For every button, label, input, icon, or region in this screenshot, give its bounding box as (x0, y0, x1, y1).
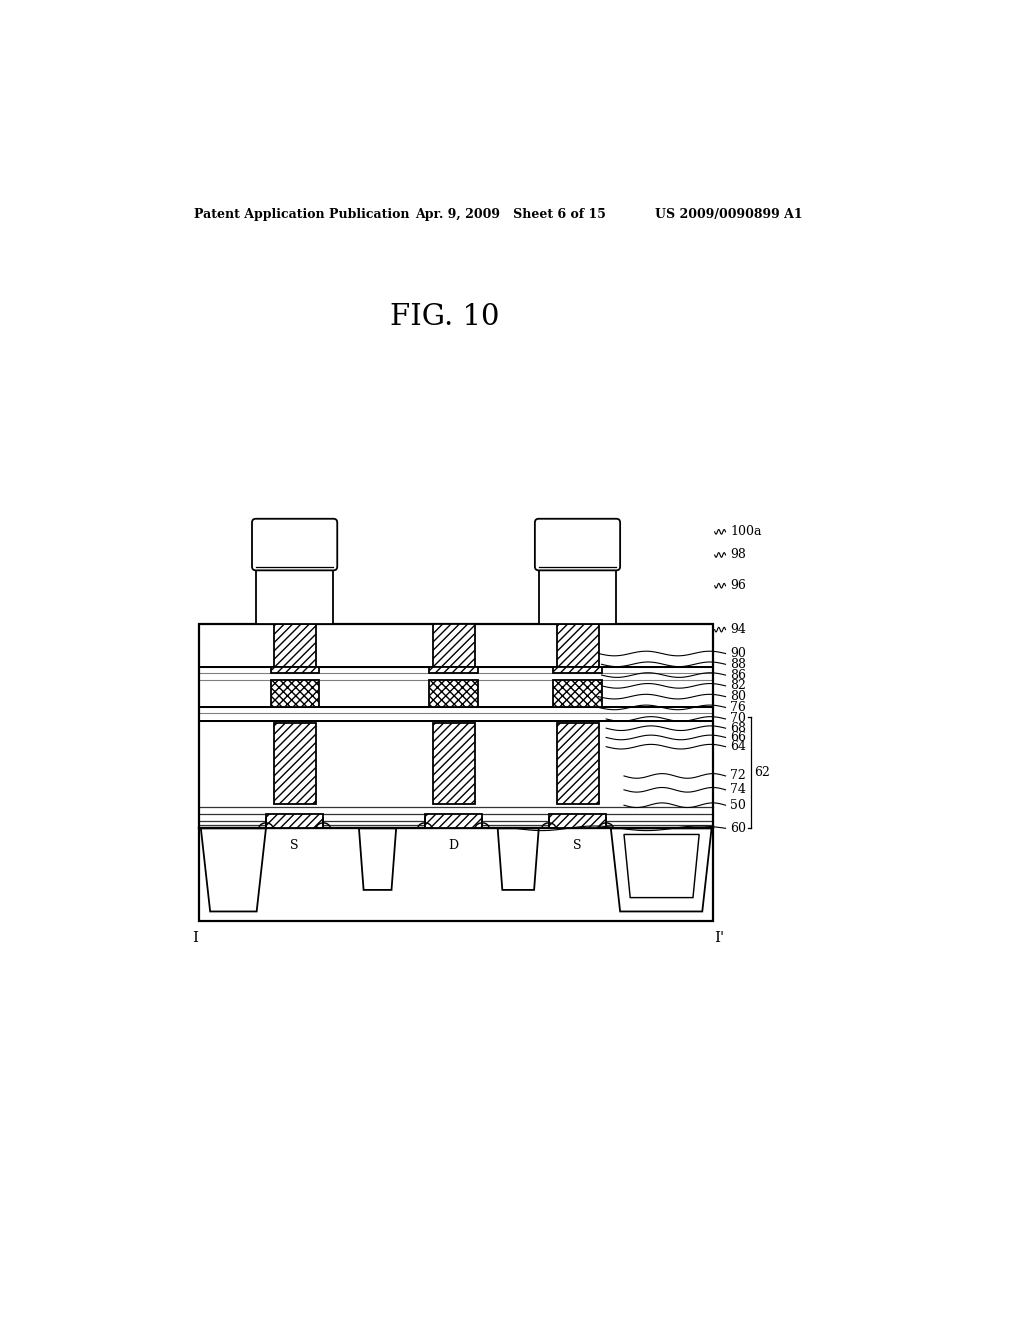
Text: I: I (193, 931, 199, 945)
Bar (549, 814, 606, 829)
Bar (432, 723, 475, 804)
Text: 60: 60 (730, 822, 746, 834)
Text: 90: 90 (730, 647, 746, 660)
Bar (273, 723, 316, 804)
Polygon shape (498, 829, 539, 890)
Text: 98: 98 (730, 548, 746, 561)
Bar (432, 624, 475, 667)
Text: 66: 66 (730, 731, 746, 744)
Text: 94: 94 (730, 623, 746, 636)
Text: S: S (573, 838, 582, 851)
Bar (270, 680, 318, 708)
Polygon shape (201, 829, 266, 911)
Text: 74: 74 (730, 783, 746, 796)
Text: US 2009/0090899 A1: US 2009/0090899 A1 (655, 209, 803, 222)
Polygon shape (624, 834, 699, 898)
Bar (425, 814, 482, 829)
Text: 50: 50 (730, 799, 746, 812)
Bar (273, 624, 316, 667)
Text: 76: 76 (730, 701, 746, 714)
Text: 96: 96 (730, 579, 746, 593)
Text: 62: 62 (755, 766, 770, 779)
Polygon shape (611, 829, 712, 911)
Text: Apr. 9, 2009   Sheet 6 of 15: Apr. 9, 2009 Sheet 6 of 15 (415, 209, 605, 222)
Text: 100a: 100a (730, 525, 762, 539)
Bar (429, 667, 477, 673)
Bar (256, 548, 334, 624)
Bar (270, 667, 318, 673)
Bar (200, 624, 713, 921)
Bar (557, 624, 599, 667)
Bar (429, 680, 477, 708)
FancyBboxPatch shape (252, 519, 337, 570)
Text: 88: 88 (730, 657, 746, 671)
Text: 80: 80 (730, 690, 746, 704)
Bar (557, 723, 599, 804)
Text: 70: 70 (730, 713, 746, 726)
Text: 86: 86 (730, 668, 746, 681)
Text: 68: 68 (730, 722, 746, 735)
Polygon shape (359, 829, 396, 890)
Text: 64: 64 (730, 741, 746, 754)
Bar (554, 667, 601, 673)
Bar (266, 814, 324, 829)
Text: 82: 82 (730, 680, 746, 693)
FancyBboxPatch shape (535, 519, 621, 570)
Text: 72: 72 (730, 770, 745, 783)
Text: I': I' (715, 931, 724, 945)
Bar (539, 548, 616, 624)
Text: FIG. 10: FIG. 10 (390, 304, 500, 331)
Bar (554, 680, 601, 708)
Text: Patent Application Publication: Patent Application Publication (194, 209, 410, 222)
Text: D: D (449, 838, 459, 851)
Text: S: S (291, 838, 299, 851)
